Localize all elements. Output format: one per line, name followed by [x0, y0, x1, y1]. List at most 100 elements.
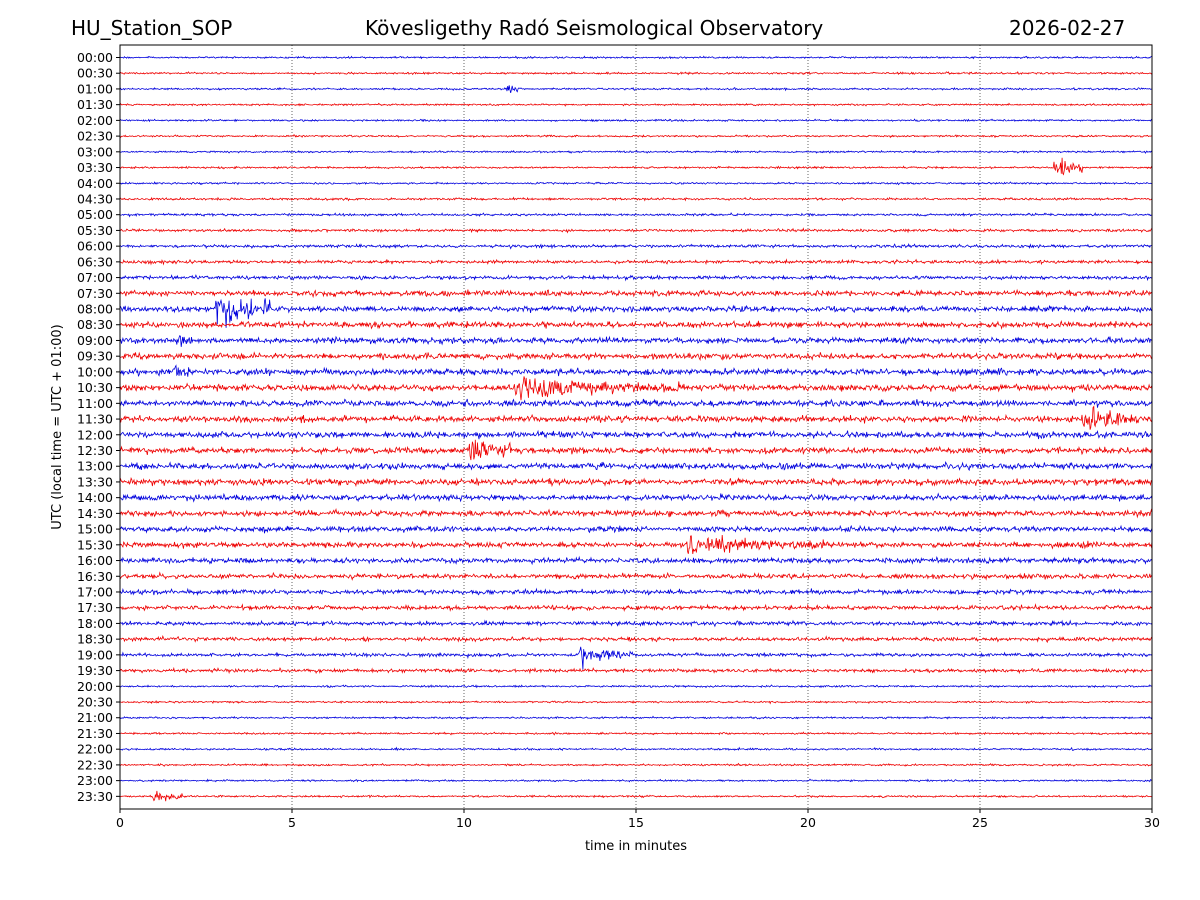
trace-line: [119, 118, 1153, 123]
trace-line: [119, 149, 1153, 154]
y-tick-label: 17:30: [77, 600, 113, 615]
y-tick-label: 04:00: [77, 176, 113, 191]
x-tick-label: 10: [456, 815, 472, 830]
trace-line: [119, 715, 1153, 720]
trace-line: [119, 534, 1153, 555]
station-label: HU_Station_SOP: [71, 16, 233, 40]
trace-line: [119, 684, 1153, 689]
y-tick-label: 19:00: [77, 647, 113, 662]
y-tick-label: 00:30: [77, 66, 113, 81]
trace-line: [120, 55, 1153, 60]
trace-line: [119, 699, 1153, 705]
y-tick-label: 16:00: [77, 553, 113, 568]
trace-line: [119, 508, 1153, 519]
x-tick-label: 5: [288, 815, 296, 830]
trace-line: [119, 571, 1153, 581]
y-tick-label: 19:30: [77, 663, 113, 678]
trace-line: [119, 71, 1153, 76]
trace-line: [119, 492, 1153, 503]
trace-line: [119, 157, 1153, 176]
trace-line: [119, 634, 1153, 644]
trace-line: [119, 242, 1153, 250]
y-tick-label: 23:00: [77, 773, 113, 788]
trace-line: [119, 258, 1153, 266]
trace-line: [120, 196, 1153, 202]
y-tick-label: 14:30: [77, 506, 113, 521]
date-label: 2026-02-27: [1009, 16, 1126, 40]
y-tick-label: 06:30: [77, 254, 113, 269]
x-tick-label: 25: [972, 815, 988, 830]
x-tick-label: 30: [1144, 815, 1160, 830]
trace-line: [119, 134, 1153, 139]
trace-line: [119, 555, 1153, 566]
y-tick-label: 12:30: [77, 443, 113, 458]
y-tick-label: 20:00: [77, 679, 113, 694]
x-tick-label: 0: [116, 815, 124, 830]
y-tick-label: 13:30: [77, 474, 113, 489]
x-tick-label: 15: [628, 815, 644, 830]
trace-line: [119, 746, 1152, 752]
trace-line: [119, 778, 1153, 783]
trace-line: [119, 439, 1153, 461]
y-tick-label: 09:00: [77, 333, 113, 348]
y-tick-label: 11:30: [77, 412, 113, 427]
y-tick-label: 20:30: [77, 695, 113, 710]
y-tick-label: 15:00: [77, 522, 113, 537]
y-tick-label: 15:30: [77, 537, 113, 552]
trace-line: [119, 181, 1153, 186]
y-tick-label: 04:30: [77, 191, 113, 206]
y-tick-label: 03:00: [77, 144, 113, 159]
grid-lines: [291, 45, 981, 809]
trace-line: [119, 298, 1153, 328]
y-tick-label: 06:00: [77, 239, 113, 254]
trace-line: [119, 102, 1153, 107]
trace-line: [119, 212, 1153, 218]
trace-line: [119, 398, 1153, 409]
trace-line: [119, 790, 1153, 802]
y-tick-label: 10:30: [77, 380, 113, 395]
trace-line: [119, 227, 1153, 234]
y-tick-label: 12:00: [77, 427, 113, 442]
y-tick-label: 17:00: [77, 584, 113, 599]
y-tick-label: 05:00: [77, 207, 113, 222]
x-tick-group: 0 5 10 15 20 25 30: [116, 809, 1160, 830]
y-tick-label: 08:00: [77, 302, 113, 317]
trace-line: [119, 85, 1153, 93]
y-tick-label: 21:00: [77, 710, 113, 725]
y-tick-label: 09:30: [77, 349, 113, 364]
trace-line: [119, 319, 1153, 330]
y-tick-label: 10:00: [77, 364, 113, 379]
y-tick-label: 16:30: [77, 569, 113, 584]
y-tick-label: 14:00: [77, 490, 113, 505]
trace-line: [119, 619, 1153, 628]
trace-line: [119, 405, 1153, 430]
y-tick-label: 00:00: [77, 50, 113, 65]
trace-line: [119, 376, 1153, 401]
y-tick-label: 01:30: [77, 97, 113, 112]
trace-line: [119, 524, 1153, 534]
y-tick-label: 22:00: [77, 742, 113, 757]
y-tick-label: 23:30: [77, 789, 113, 804]
y-tick-label: 07:30: [77, 286, 113, 301]
trace-line: [119, 335, 1153, 347]
y-tick-label: 02:30: [77, 129, 113, 144]
y-tick-label: 03:30: [77, 160, 113, 175]
y-tick-label: 05:30: [77, 223, 113, 238]
y-tick-label: 01:00: [77, 81, 113, 96]
y-tick-label: 13:00: [77, 459, 113, 474]
y-tick-label: 07:00: [77, 270, 113, 285]
trace-line: [119, 364, 1152, 378]
y-tick-label: 02:00: [77, 113, 113, 128]
y-tick-label: 18:00: [77, 616, 113, 631]
chart-title: Kövesligethy Radó Seismological Observat…: [365, 16, 824, 40]
y-axis-label: UTC (local time = UTC + 01:00): [50, 324, 65, 529]
y-tick-label: 08:30: [77, 317, 113, 332]
trace-line: [120, 731, 1153, 736]
trace-line: [119, 461, 1153, 472]
x-tick-label: 20: [800, 815, 816, 830]
trace-line: [119, 351, 1153, 362]
trace-line: [119, 666, 1153, 675]
trace-line: [119, 646, 1153, 670]
trace-line: [119, 273, 1153, 282]
